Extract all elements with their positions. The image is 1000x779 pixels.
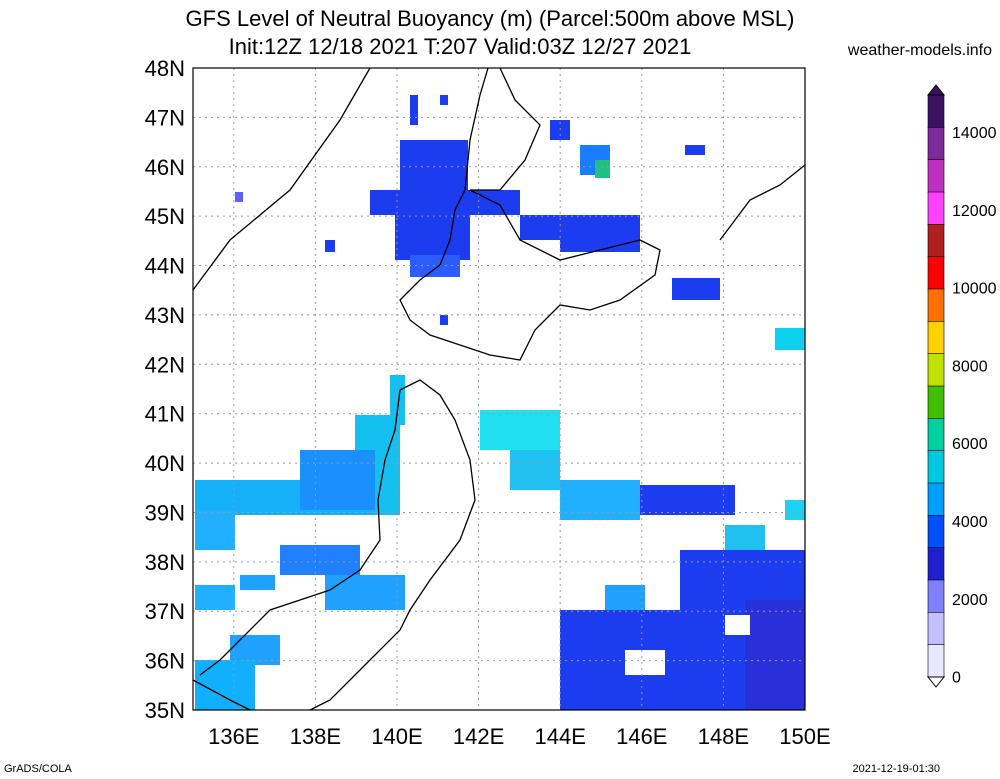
- lon-label: 140E: [371, 724, 422, 749]
- colorbar-swatch: [927, 256, 945, 290]
- colorbar-swatch: [927, 612, 945, 646]
- lat-label: 47N: [145, 105, 185, 130]
- lon-label: 136E: [208, 724, 259, 749]
- colorbar-swatch: [927, 579, 945, 614]
- lat-label: 37N: [145, 599, 185, 624]
- colorbar-swatch: [927, 450, 945, 484]
- longitude-labels: 136E 138E 140E 142E 144E 146E 148E 150E: [208, 724, 831, 749]
- colorbar-label: 0: [952, 670, 961, 687]
- timestamp: 2021-12-19-01:30: [852, 763, 940, 775]
- colorbar-top-arrow: [926, 84, 946, 96]
- colorbar-labels: 14000 12000 10000 8000 6000 4000 2000 0: [952, 125, 997, 687]
- colorbar-swatch: [927, 385, 945, 420]
- chart-subtitle: Init:12Z 12/18 2021 T:207 Valid:03Z 12/2…: [228, 34, 692, 59]
- colorbar: [926, 84, 946, 688]
- colorbar-swatch: [927, 127, 945, 161]
- lat-label: 46N: [145, 155, 185, 180]
- colorbar-label: 6000: [952, 436, 988, 453]
- colorbar-swatch: [927, 191, 945, 226]
- lat-label: 39N: [145, 500, 185, 525]
- colorbar-swatch: [927, 159, 945, 193]
- colorbar-bottom-arrow: [926, 676, 946, 688]
- lat-label: 40N: [145, 451, 185, 476]
- lat-label: 35N: [145, 698, 185, 723]
- grid-lines: [193, 68, 805, 710]
- lat-label: 43N: [145, 303, 185, 328]
- lon-label: 150E: [779, 724, 830, 749]
- lat-label: 45N: [145, 204, 185, 229]
- chart-title: GFS Level of Neutral Buoyancy (m) (Parce…: [185, 6, 795, 31]
- lon-label: 144E: [535, 724, 586, 749]
- site-label: weather-models.info: [847, 42, 992, 59]
- lon-label: 148E: [698, 724, 749, 749]
- colorbar-swatch: [927, 94, 945, 129]
- lat-label: 41N: [145, 402, 185, 427]
- colorbar-swatch: [927, 418, 945, 452]
- lat-label: 48N: [145, 56, 185, 81]
- colorbar-label: 4000: [952, 514, 988, 531]
- colorbar-label: 10000: [952, 281, 997, 298]
- latitude-labels: 48N 47N 46N 45N 44N 43N 42N 41N 40N 39N 38N 37N 36N 3…: [145, 56, 185, 723]
- colorbar-swatch: [927, 644, 945, 678]
- lat-label: 44N: [145, 254, 185, 279]
- lon-label: 142E: [453, 724, 504, 749]
- grads-credit: GrADS/COLA: [4, 763, 72, 775]
- lon-label: 138E: [290, 724, 341, 749]
- colorbar-swatch: [927, 515, 945, 549]
- lat-label: 38N: [145, 550, 185, 575]
- lon-label: 146E: [616, 724, 667, 749]
- lat-label: 36N: [145, 649, 185, 674]
- colorbar-label: 12000: [952, 203, 997, 220]
- colorbar-swatch: [927, 321, 945, 355]
- map-frame: [192, 67, 806, 711]
- colorbar-swatch: [927, 288, 945, 323]
- coastline: [192, 67, 806, 711]
- colorbar-swatch: [927, 547, 945, 581]
- colorbar-swatch: [927, 353, 945, 387]
- buoyancy-field: [195, 95, 805, 710]
- colorbar-swatch: [927, 224, 945, 258]
- colorbar-swatch: [927, 482, 945, 517]
- colorbar-label: 8000: [952, 358, 988, 375]
- colorbar-label: 2000: [952, 592, 988, 609]
- lat-label: 42N: [145, 352, 185, 377]
- colorbar-label: 14000: [952, 125, 997, 142]
